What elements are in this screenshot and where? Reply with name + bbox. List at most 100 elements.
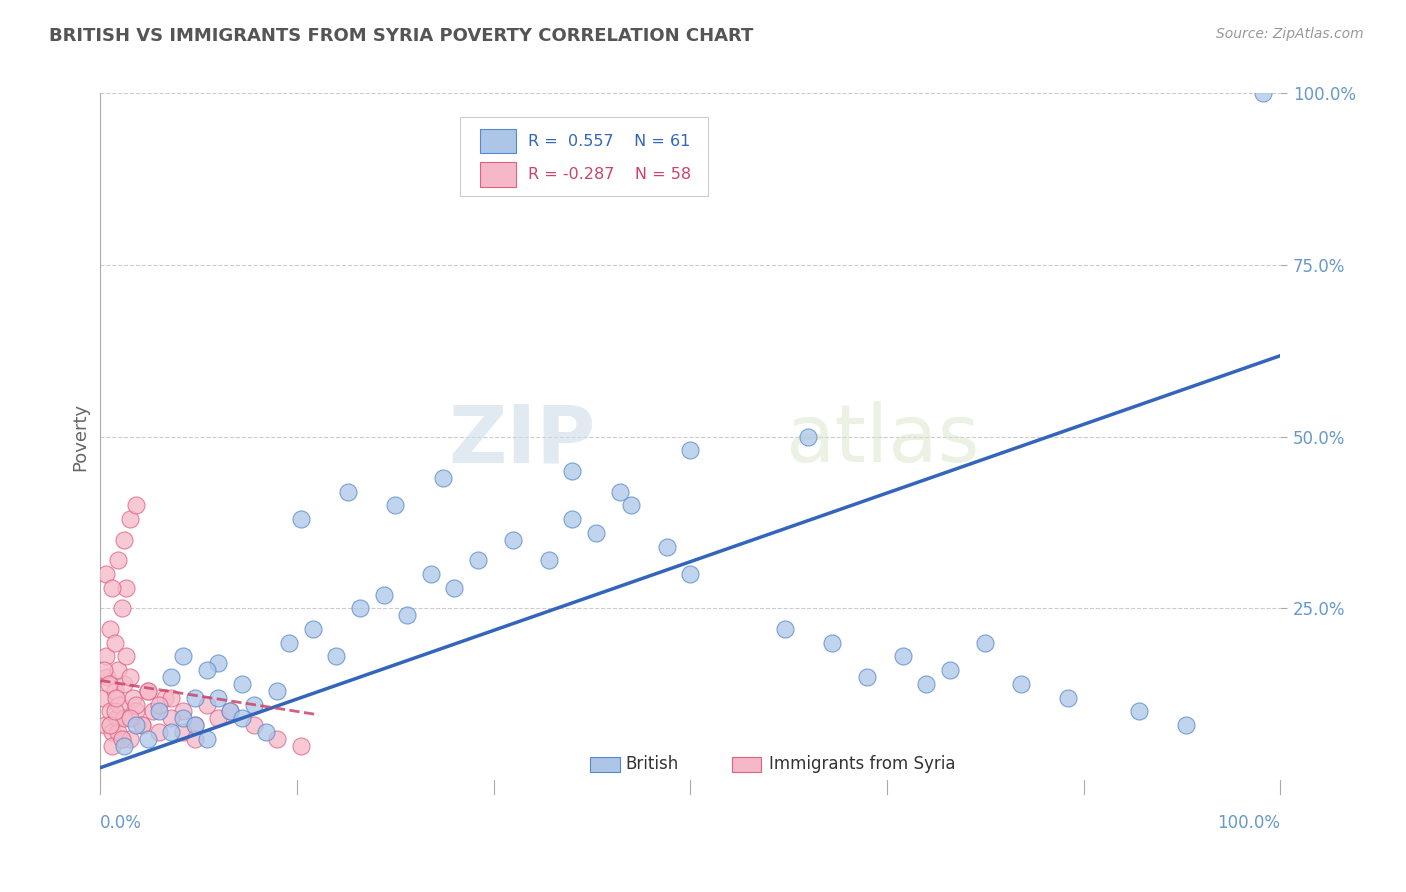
Point — [184, 718, 207, 732]
Point — [96, 567, 118, 582]
Text: BRITISH VS IMMIGRANTS FROM SYRIA POVERTY CORRELATION CHART: BRITISH VS IMMIGRANTS FROM SYRIA POVERTY… — [49, 27, 754, 45]
Point — [349, 601, 371, 615]
Text: atlas: atlas — [785, 401, 979, 479]
Point — [620, 499, 643, 513]
Point — [1251, 87, 1274, 101]
Point — [915, 677, 938, 691]
Point — [110, 601, 132, 615]
Point — [242, 718, 264, 732]
Point — [419, 567, 441, 582]
Point — [110, 731, 132, 746]
Point — [125, 698, 148, 712]
Point — [103, 705, 125, 719]
Point — [136, 683, 159, 698]
Point — [561, 512, 583, 526]
Point — [148, 705, 170, 719]
Point — [1174, 718, 1197, 732]
Point — [679, 567, 702, 582]
Point — [184, 690, 207, 705]
Point — [118, 512, 141, 526]
Point — [856, 670, 879, 684]
Point — [266, 683, 288, 698]
Point — [773, 622, 796, 636]
Point — [122, 690, 145, 705]
Point — [107, 553, 129, 567]
Text: R = -0.287    N = 58: R = -0.287 N = 58 — [527, 167, 690, 182]
Y-axis label: Poverty: Poverty — [72, 402, 89, 471]
Point — [219, 705, 242, 719]
Point — [207, 690, 229, 705]
Point — [136, 683, 159, 698]
Point — [107, 725, 129, 739]
Text: R =  0.557    N = 61: R = 0.557 N = 61 — [527, 134, 690, 148]
Point — [101, 739, 124, 753]
Point — [142, 705, 165, 719]
Point — [797, 430, 820, 444]
Point — [125, 718, 148, 732]
Point — [290, 739, 312, 753]
Point — [242, 698, 264, 712]
Point — [107, 663, 129, 677]
Point — [373, 588, 395, 602]
Point — [207, 657, 229, 671]
Point — [679, 443, 702, 458]
Bar — [481, 128, 516, 153]
Point — [254, 725, 277, 739]
Text: 100.0%: 100.0% — [1218, 814, 1281, 832]
Point — [91, 690, 114, 705]
Point — [96, 649, 118, 664]
Point — [172, 705, 194, 719]
Point — [112, 739, 135, 753]
Point — [1057, 690, 1080, 705]
Point — [118, 731, 141, 746]
Point — [112, 677, 135, 691]
Point — [98, 705, 121, 719]
Point — [219, 705, 242, 719]
Point — [112, 533, 135, 547]
Point — [184, 731, 207, 746]
Point — [125, 705, 148, 719]
Text: Source: ZipAtlas.com: Source: ZipAtlas.com — [1216, 27, 1364, 41]
Point — [96, 670, 118, 684]
Point — [115, 581, 138, 595]
Point — [821, 636, 844, 650]
Point — [195, 663, 218, 677]
Point — [160, 725, 183, 739]
Point — [207, 711, 229, 725]
Point — [115, 649, 138, 664]
Point — [103, 636, 125, 650]
Text: British: British — [626, 756, 679, 773]
Point — [266, 731, 288, 746]
Point — [537, 553, 560, 567]
Point — [172, 649, 194, 664]
Bar — [731, 756, 761, 772]
Point — [301, 622, 323, 636]
Point — [108, 698, 131, 712]
Point — [891, 649, 914, 664]
Point — [110, 731, 132, 746]
Point — [502, 533, 524, 547]
Bar — [591, 756, 620, 772]
Point — [172, 711, 194, 725]
Point — [396, 608, 419, 623]
Point — [337, 484, 360, 499]
Point — [278, 636, 301, 650]
Point — [290, 512, 312, 526]
Point — [160, 670, 183, 684]
Point — [443, 581, 465, 595]
Text: 0.0%: 0.0% — [100, 814, 142, 832]
Point — [561, 464, 583, 478]
Point — [118, 670, 141, 684]
Point — [104, 690, 127, 705]
Point — [101, 581, 124, 595]
Point — [155, 690, 177, 705]
Point — [98, 718, 121, 732]
Point — [94, 718, 117, 732]
Point — [160, 711, 183, 725]
Point — [148, 725, 170, 739]
Point — [103, 683, 125, 698]
Point — [136, 731, 159, 746]
Bar — [481, 161, 516, 186]
Point — [118, 711, 141, 725]
Point — [609, 484, 631, 499]
